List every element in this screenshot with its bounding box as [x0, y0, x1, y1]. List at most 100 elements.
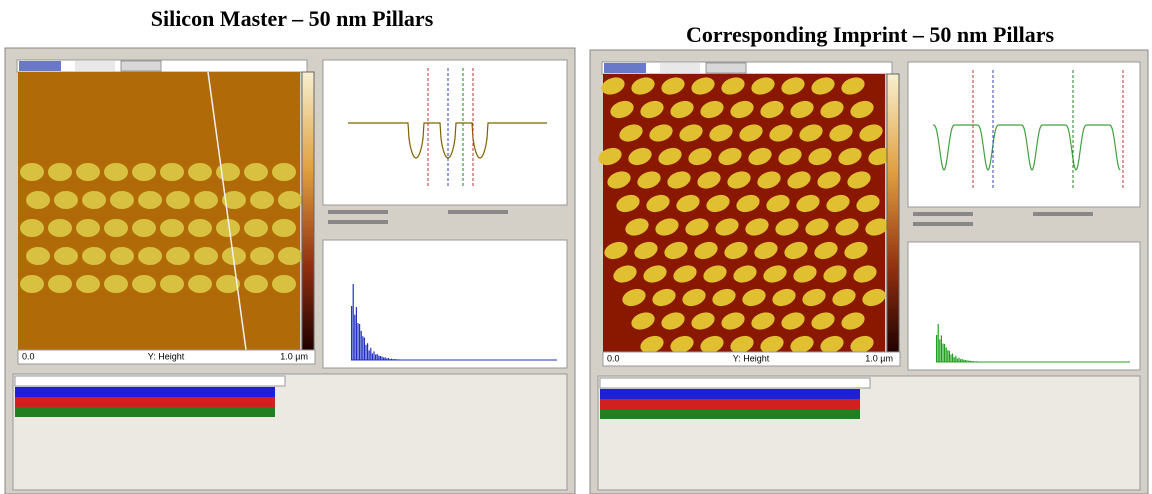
pillar [26, 191, 50, 209]
pillar [188, 275, 212, 293]
pillar [278, 247, 302, 265]
table-row[interactable] [600, 409, 860, 419]
pillar [132, 219, 156, 237]
panel-title: Corresponding Imprint – 50 nm Pillars [686, 22, 1055, 47]
spectrum-bar [377, 354, 378, 360]
spectrum-bar [375, 355, 376, 360]
tab[interactable] [604, 63, 646, 73]
spectrum-bar [365, 345, 366, 360]
spectrum-bar [369, 351, 370, 360]
pillar [272, 163, 296, 181]
pillar [104, 219, 128, 237]
color-bar [887, 74, 899, 352]
scale-start: 0.0 [22, 351, 35, 361]
pillar [250, 247, 274, 265]
table-row[interactable] [15, 407, 275, 417]
pillar [244, 275, 268, 293]
pillar [48, 219, 72, 237]
pillar [160, 163, 184, 181]
spectrum-bar [946, 347, 947, 362]
spectrum-bar [938, 324, 939, 362]
scale-start: 0.0 [607, 353, 620, 363]
spectrum-bar [947, 350, 948, 362]
pillar [188, 219, 212, 237]
figure: Silicon Master – 50 nm Pillars Correspon… [0, 0, 1152, 494]
spectrum-bar [361, 331, 362, 360]
spectrum-bar [356, 307, 357, 360]
info-text [913, 212, 973, 216]
spectrum-bar [364, 338, 365, 360]
spectrum-bar [362, 336, 363, 360]
pillar [104, 275, 128, 293]
pillar [110, 247, 134, 265]
pillar [272, 275, 296, 293]
tab[interactable] [75, 61, 115, 71]
color-bar [302, 72, 314, 350]
section-plot [323, 60, 567, 205]
pillar [48, 163, 72, 181]
pillar [272, 219, 296, 237]
pillar [166, 191, 190, 209]
spectrum-bar [378, 356, 379, 360]
spectrum-bar [939, 339, 940, 362]
spectrum-bar [372, 353, 373, 360]
spectrum-bar [357, 323, 358, 360]
pillar [160, 219, 184, 237]
spectrum-bar [942, 344, 943, 362]
pillar [20, 275, 44, 293]
pillar [82, 191, 106, 209]
pillar [20, 163, 44, 181]
spectrum-bar [950, 354, 951, 362]
pillar [54, 191, 78, 209]
pillar [250, 191, 274, 209]
spectrum-bar [936, 335, 937, 362]
spectrum-bar [944, 344, 945, 362]
pillar [138, 247, 162, 265]
table-row[interactable] [600, 389, 860, 399]
spectrum-bar [370, 348, 371, 360]
pillar [76, 163, 100, 181]
tab[interactable] [706, 63, 746, 73]
pillar [244, 163, 268, 181]
spectrum-bar [380, 356, 381, 360]
pillar [76, 219, 100, 237]
scale-end: 1.0 µm [280, 351, 308, 361]
pillar [188, 163, 212, 181]
table-header [15, 376, 285, 386]
spectrum-bar [941, 336, 942, 362]
table-row[interactable] [15, 387, 275, 397]
spectrum-bar [351, 306, 352, 360]
table-row[interactable] [600, 399, 860, 409]
tab[interactable] [19, 61, 61, 71]
pillar [48, 275, 72, 293]
tab[interactable] [660, 63, 700, 73]
info-text [1033, 212, 1093, 216]
page: Silicon Master – 50 nm Pillars Correspon… [0, 0, 1152, 494]
software-window: 0.0 Y: Height 1.0 µm [5, 48, 575, 494]
scale-end: 1.0 µm [865, 353, 893, 363]
section-plot [908, 62, 1140, 207]
pillar [138, 191, 162, 209]
pillar [82, 247, 106, 265]
channel-label: Y: Height [733, 353, 770, 363]
pillar [160, 275, 184, 293]
software-window: 0.0 Y: Height 1.0 µm [590, 50, 1148, 494]
pillar [132, 275, 156, 293]
pillar [54, 247, 78, 265]
spectrum-bar [359, 324, 360, 360]
pillar [104, 163, 128, 181]
spectrum-bar [949, 351, 950, 362]
spectrum-bar [353, 284, 354, 360]
spectrum-bar [958, 358, 959, 362]
tab[interactable] [121, 61, 161, 71]
spectrum-bar [354, 315, 355, 360]
spectrum-bar [954, 357, 955, 362]
pillar [244, 219, 268, 237]
spectrum-bar [955, 356, 956, 362]
info-text [913, 222, 973, 226]
channel-label: Y: Height [148, 351, 185, 361]
table-row[interactable] [15, 397, 275, 407]
pillar [132, 163, 156, 181]
pillar [76, 275, 100, 293]
spectrum-bar [952, 354, 953, 362]
